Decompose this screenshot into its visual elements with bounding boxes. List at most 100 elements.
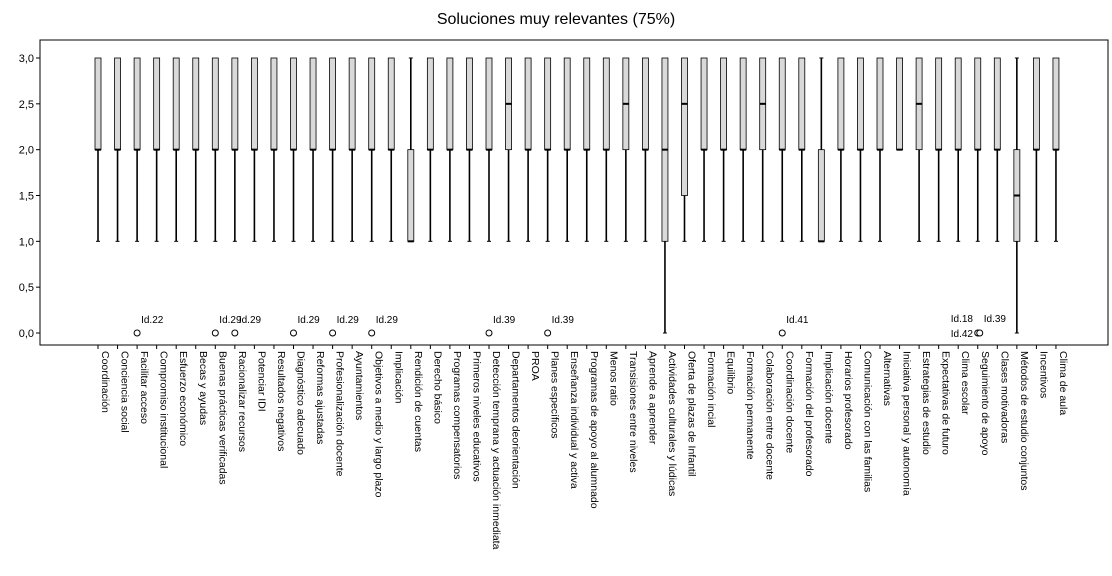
box-iqr [602,57,610,151]
box-29 [642,57,649,242]
box-21 [485,57,493,242]
category-labels: Coordinación Conciencia social Facilitar a… [97,345,1069,550]
box-1 [94,57,102,242]
category-label: Conciencia social [119,351,131,433]
outlier-label: Id.18 [951,314,974,325]
box-iqr [426,57,434,151]
outlier-marker [231,329,239,337]
box-iqr [153,57,161,151]
category-label: Esfuerzo económico [177,351,189,446]
category-label: Estrategias de estudio [920,351,932,455]
category-label: Resultados negativos [275,351,287,451]
category-label: Métodos de estudio conjuntos [1018,351,1030,491]
category-label: Reformas ajustadas [314,351,326,444]
box-5 [172,57,180,242]
outlier-marker [133,329,141,337]
outlier: Id.29 [231,315,262,337]
box-37 [798,57,806,242]
outlier-marker [368,329,376,337]
box-iqr [172,57,180,151]
box-12 [309,57,317,242]
box-18 [426,57,434,242]
outlier-marker [329,329,337,337]
outlier: Id.18 Id.42 Id.39 [951,314,1007,340]
box-11 [290,57,297,242]
category-label: Detección temprana y actuación inmediata [490,351,502,550]
box-9 [250,57,258,242]
outlier-marker [485,329,493,337]
y-tick-label: 1,5 [19,191,34,203]
outlier-marker [976,329,984,337]
box-23 [524,57,532,242]
category-label: Expectativas de futuro [940,351,952,455]
category-label: Racionalizar recursos [236,351,248,452]
box-8 [231,57,239,242]
box-28 [622,57,630,242]
box-36 [778,57,786,242]
box-42 [896,57,903,151]
box-iqr [642,57,649,151]
category-label: Equilibrio [725,351,737,394]
category-label: Programas de apoyo al alumnado [588,351,600,509]
category-label: Potenciar IDI [255,351,267,412]
category-label: Buenas prácticas verificadas [216,351,228,485]
box-iqr [954,57,962,151]
box-31 [681,57,688,242]
category-label: Comunicación con las familias [861,351,873,492]
category-label: Planes específicos [549,351,561,439]
category-label: Profesionalización docente [334,351,346,477]
outlier-label: Id.29 [337,315,360,326]
outlier: Id.22 [133,315,164,337]
box-3 [133,57,141,242]
y-tick-label: 1,0 [19,236,34,248]
box-iqr [348,57,356,151]
box-iqr [250,57,258,151]
category-label: Seguimiento de apoyo [979,351,991,456]
box-32 [700,57,708,242]
box-49 [1033,57,1040,242]
box-35 [759,57,767,242]
category-label: Facilitar acceso [138,351,150,424]
box-iqr [329,57,337,151]
box-14 [348,57,356,242]
outlier: Id.29 [329,315,360,337]
box-13 [329,57,337,242]
box-27 [602,57,610,242]
box-41 [876,57,884,242]
box-iqr [700,57,708,151]
box-iqr [817,149,825,242]
box-iqr [524,57,532,151]
category-label: Formación permanente [744,351,756,460]
outlier-label: Id.41 [786,315,809,326]
outlier-label: Id.29 [376,315,399,326]
category-label: Coordinación docente [783,351,795,453]
category-label: Primeros niveles educativos [470,351,482,482]
box-iqr [94,57,102,151]
box-iqr [876,57,884,151]
box-iqr [935,57,943,151]
box-46 [974,57,982,242]
box-34 [739,57,747,242]
outlier: Id.41 [778,315,809,337]
outlier: Id.29 [211,315,242,337]
outlier: Id.39 [485,315,516,337]
outlier-marker [778,329,786,337]
category-label: Clima escolar [959,351,971,415]
box-15 [368,57,376,242]
box-19 [446,57,454,242]
category-label: Clima de aula [1057,351,1069,415]
outlier-label: Id.39 [552,315,575,326]
category-label: Clases motivadoras [998,351,1010,443]
category-label: Implicación [392,351,404,404]
box-iqr [211,57,219,151]
y-tick-label: 0,0 [19,328,34,340]
category-label: Becas y ayudas [197,351,209,425]
outlier-label: Id.42 [951,329,974,340]
box-iqr [974,57,982,151]
outlier: Id.29 [368,315,399,337]
category-label: Enseñanza individual y activa [568,351,580,489]
box-iqr [778,57,786,151]
box-10 [270,57,278,242]
